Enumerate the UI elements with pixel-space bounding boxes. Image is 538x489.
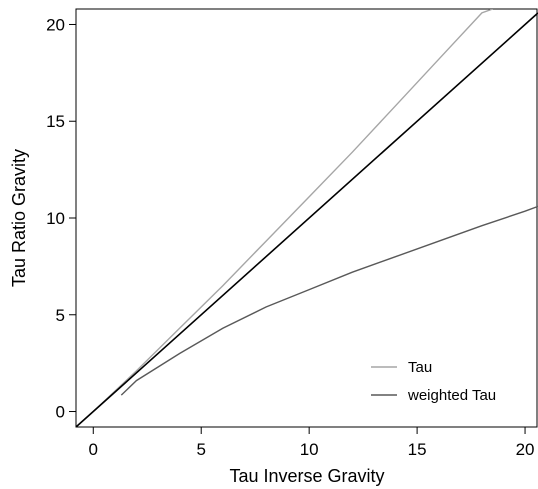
y-tick-label: 0 xyxy=(56,403,65,422)
x-tick-label: 0 xyxy=(89,440,98,459)
x-axis-title: Tau Inverse Gravity xyxy=(229,466,384,486)
x-tick-label: 10 xyxy=(300,440,319,459)
x-tick-label: 5 xyxy=(196,440,205,459)
x-tick-label: 15 xyxy=(408,440,427,459)
series-line-weighted-tau xyxy=(120,205,538,396)
legend: Tau weighted Tau xyxy=(371,359,496,404)
x-axis: 0 5 10 15 20 xyxy=(89,427,535,459)
y-tick-label: 5 xyxy=(56,306,65,325)
series-layer xyxy=(76,9,538,427)
legend-label-weighted-tau: weighted Tau xyxy=(407,387,496,404)
y-tick-label: 10 xyxy=(46,209,65,228)
y-axis: 0 5 10 15 20 xyxy=(46,15,76,422)
y-axis-title: Tau Ratio Gravity xyxy=(9,149,29,287)
legend-label-tau: Tau xyxy=(408,359,432,376)
x-tick-label: 20 xyxy=(516,440,535,459)
y-tick-label: 15 xyxy=(46,112,65,131)
series-line-tau xyxy=(76,9,493,427)
y-tick-label: 20 xyxy=(46,15,65,34)
series-line-identity xyxy=(76,12,538,427)
